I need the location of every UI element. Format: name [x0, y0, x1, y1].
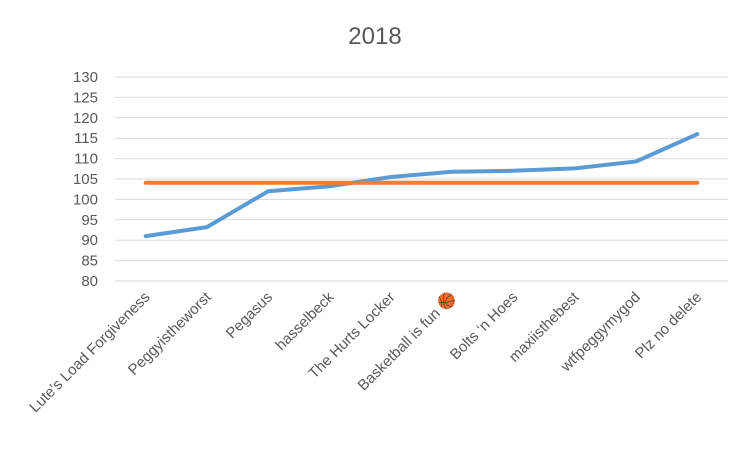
y-tick-label: 105 [73, 171, 98, 188]
y-tick-label: 115 [74, 130, 98, 147]
y-tick-label: 120 [73, 110, 98, 127]
y-tick-label: 95 [81, 212, 98, 229]
x-tick-label: Lute's Load Forgiveness [26, 289, 153, 416]
series-lines [143, 132, 700, 239]
y-tick-label: 110 [74, 151, 98, 168]
y-tick-label: 80 [81, 273, 98, 290]
series-line-1 [143, 132, 700, 239]
y-axis-ticks: 80 85 90 95 100 105 110 115 120 125 130 [73, 69, 98, 290]
y-tick-label: 130 [73, 69, 98, 86]
chart-title: 2018 [348, 23, 401, 50]
y-tick-label: 90 [81, 232, 98, 249]
y-tick-label: 125 [73, 89, 98, 106]
gridlines [115, 76, 728, 282]
x-tick-label: hasselbeck [272, 288, 337, 353]
y-tick-label: 100 [73, 191, 98, 208]
x-tick-label: Basketball is fun 🏀 [353, 287, 461, 395]
x-tick-label: Pegasus [223, 289, 276, 342]
y-tick-label: 85 [81, 253, 98, 270]
